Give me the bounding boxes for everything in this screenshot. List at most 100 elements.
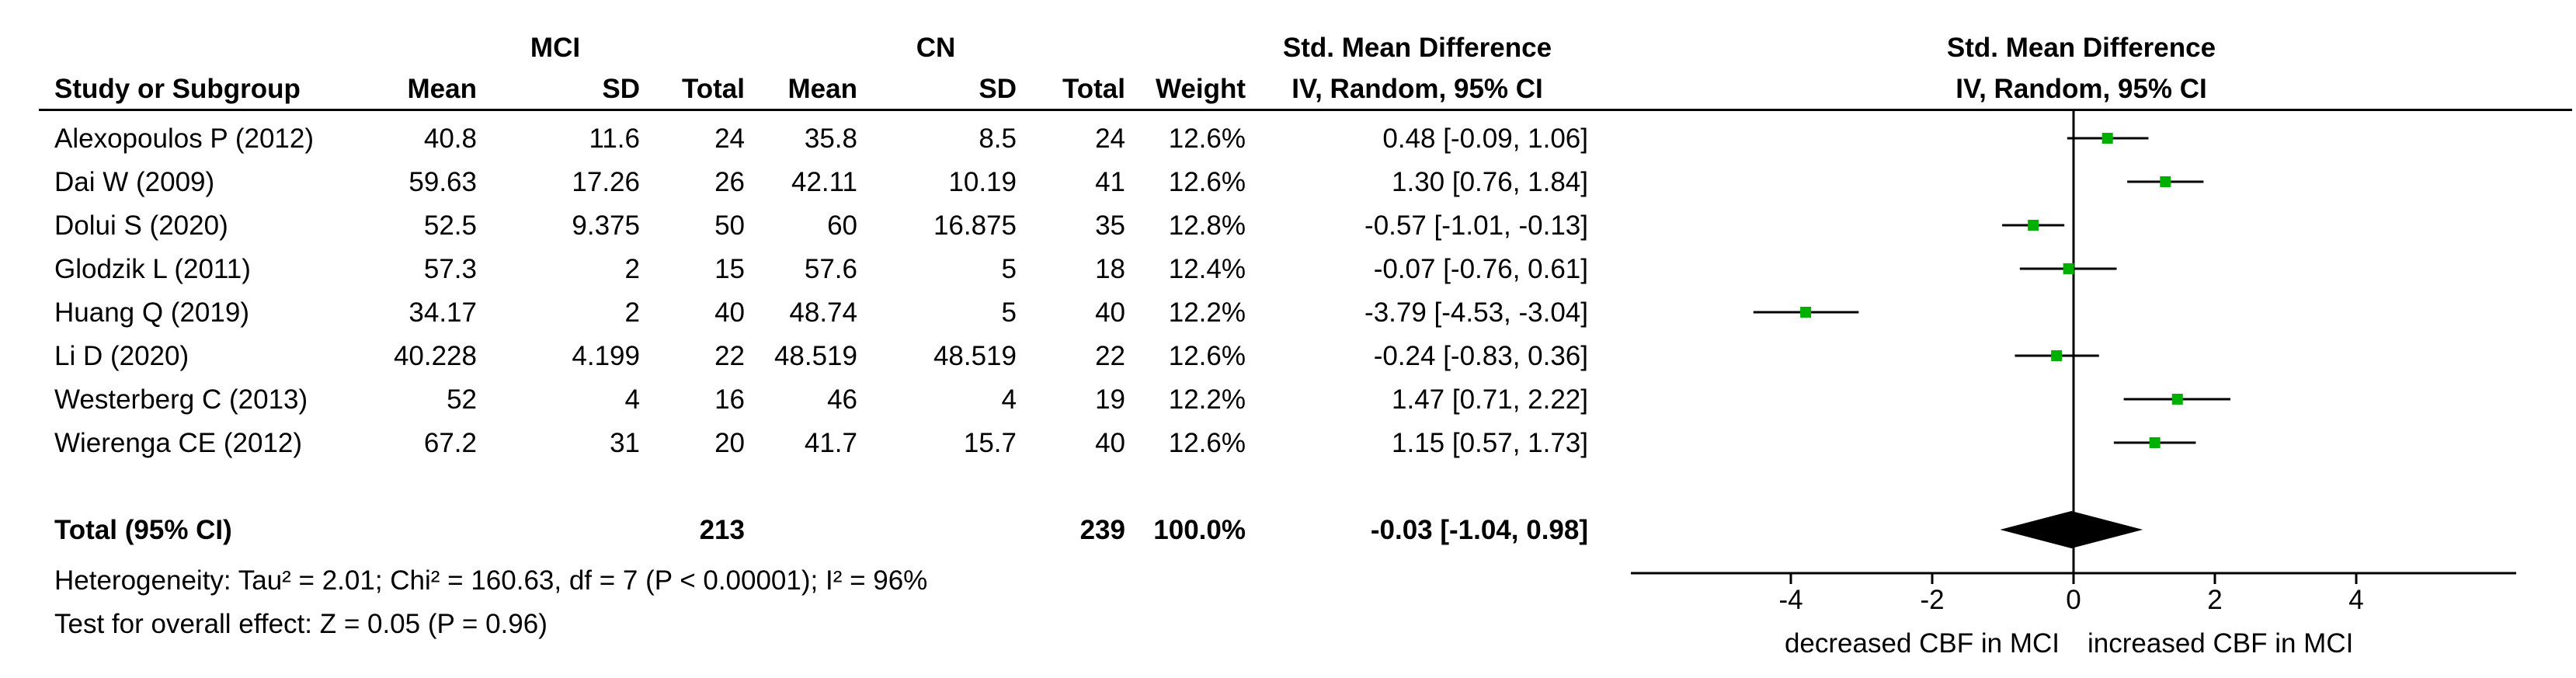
ci-value: -3.79 [-4.53, -3.04] — [1364, 297, 1588, 328]
mci-sd: 11.6 — [589, 123, 640, 154]
total-ci: -0.03 [-1.04, 0.98] — [1370, 515, 1588, 545]
col-header-mci-sd: SD — [602, 74, 640, 104]
cn-mean: 46 — [827, 384, 857, 415]
cn-total: 18 — [1095, 254, 1125, 284]
ci-value: 0.48 [-0.09, 1.06] — [1382, 123, 1588, 154]
col-header-ci: IV, Random, 95% CI — [1291, 74, 1543, 104]
cn-sd: 8.5 — [979, 123, 1017, 154]
mci-total: 20 — [714, 428, 745, 458]
study-name: Westerberg C (2013) — [54, 384, 308, 415]
favours-right-label: increased CBF in MCI — [2088, 628, 2353, 659]
mci-sd: 2 — [624, 297, 640, 328]
mci-mean: 52 — [447, 384, 477, 415]
mci-total: 15 — [714, 254, 745, 284]
study-name: Dolui S (2020) — [54, 210, 228, 241]
cn-sd: 15.7 — [963, 428, 1017, 458]
weight: 12.6% — [1168, 341, 1246, 371]
weight: 12.8% — [1168, 210, 1246, 241]
col-header-cn-mean: Mean — [787, 74, 857, 104]
study-point-estimate — [2149, 437, 2161, 448]
study-point-estimate — [1800, 307, 1812, 318]
overall-effect-text: Test for overall effect: Z = 0.05 (P = 0… — [54, 609, 548, 639]
cn-total: 19 — [1095, 384, 1125, 415]
plot-subtitle: IV, Random, 95% CI — [1955, 74, 2207, 104]
x-tick-label: 4 — [2348, 585, 2363, 615]
x-tick-label: 0 — [2066, 585, 2081, 615]
weight: 12.2% — [1168, 384, 1246, 415]
col-header-mci-total: Total — [681, 74, 745, 104]
col-header-cn-sd: SD — [979, 74, 1017, 104]
cn-total: 40 — [1095, 428, 1125, 458]
study-point-estimate — [2051, 350, 2063, 361]
col-header-weight: Weight — [1155, 74, 1246, 104]
mci-mean: 52.5 — [423, 210, 477, 241]
study-name: Li D (2020) — [54, 341, 189, 371]
ci-value: 1.15 [0.57, 1.73] — [1392, 428, 1588, 458]
mci-mean: 34.17 — [408, 297, 477, 328]
ci-value: 1.47 [0.71, 2.22] — [1392, 384, 1588, 415]
mci-total: 16 — [714, 384, 745, 415]
study-point-estimate — [2171, 394, 2183, 405]
study-point-estimate — [2160, 176, 2171, 187]
header-rule — [39, 109, 2572, 111]
mci-sd: 17.26 — [572, 167, 640, 197]
mci-sd: 4.199 — [572, 341, 640, 371]
summary-diamond — [2000, 511, 2143, 548]
cn-mean: 48.74 — [789, 297, 857, 328]
weight: 12.6% — [1168, 123, 1246, 154]
weight: 12.6% — [1168, 428, 1246, 458]
weight: 12.2% — [1168, 297, 1246, 328]
cn-mean: 48.519 — [773, 341, 857, 371]
mci-total: 50 — [714, 210, 745, 241]
ci-value: -0.57 [-1.01, -0.13] — [1364, 210, 1588, 241]
plot-title: Std. Mean Difference — [1946, 33, 2216, 63]
cn-sd: 10.19 — [948, 167, 1017, 197]
ci-value: -0.07 [-0.76, 0.61] — [1373, 254, 1588, 284]
cn-sd: 16.875 — [933, 210, 1017, 241]
cn-total: 24 — [1095, 123, 1125, 154]
mci-mean: 57.3 — [423, 254, 477, 284]
study-name: Wierenga CE (2012) — [54, 428, 303, 458]
study-name: Alexopoulos P (2012) — [54, 123, 315, 154]
mci-sd: 2 — [624, 254, 640, 284]
cn-sd: 5 — [1001, 297, 1017, 328]
mci-total: 22 — [714, 341, 745, 371]
study-point-estimate — [2101, 133, 2113, 144]
group-label-mci: MCI — [530, 33, 581, 63]
cn-sd: 4 — [1001, 384, 1017, 415]
cn-total: 22 — [1095, 341, 1125, 371]
mci-total: 26 — [714, 167, 745, 197]
cn-sd: 5 — [1001, 254, 1017, 284]
col-header-mci-mean: Mean — [407, 74, 477, 104]
cn-mean: 42.11 — [791, 167, 857, 197]
study-name: Huang Q (2019) — [54, 297, 249, 328]
cn-mean: 60 — [827, 210, 857, 241]
effect-header-left: Std. Mean Difference — [1282, 33, 1552, 63]
weight: 12.4% — [1168, 254, 1246, 284]
mci-sd: 4 — [624, 384, 640, 415]
x-tick-label: -4 — [1778, 585, 1803, 615]
mci-mean: 40.8 — [423, 123, 477, 154]
cn-total: 35 — [1095, 210, 1125, 241]
cn-mean: 35.8 — [804, 123, 857, 154]
cn-total: 41 — [1095, 167, 1125, 197]
mci-mean: 40.228 — [393, 341, 477, 371]
mci-total: 24 — [714, 123, 745, 154]
cn-mean: 57.6 — [804, 254, 857, 284]
study-point-estimate — [2063, 263, 2074, 274]
ci-value: 1.30 [0.76, 1.84] — [1392, 167, 1588, 197]
col-header-cn-total: Total — [1062, 74, 1125, 104]
favours-left-label: decreased CBF in MCI — [1785, 628, 2060, 659]
cn-sd: 48.519 — [933, 341, 1017, 371]
col-header-study: Study or Subgroup — [54, 74, 301, 104]
mci-sd: 9.375 — [572, 210, 640, 241]
weight: 12.6% — [1168, 167, 1246, 197]
cn-mean: 41.7 — [804, 428, 857, 458]
heterogeneity-text: Heterogeneity: Tau² = 2.01; Chi² = 160.6… — [54, 565, 928, 596]
x-tick-label: 2 — [2207, 585, 2222, 615]
mci-sd: 31 — [610, 428, 640, 458]
total-cn: 239 — [1079, 515, 1125, 545]
total-label: Total (95% CI) — [54, 515, 232, 545]
x-tick-label: -2 — [1920, 585, 1944, 615]
